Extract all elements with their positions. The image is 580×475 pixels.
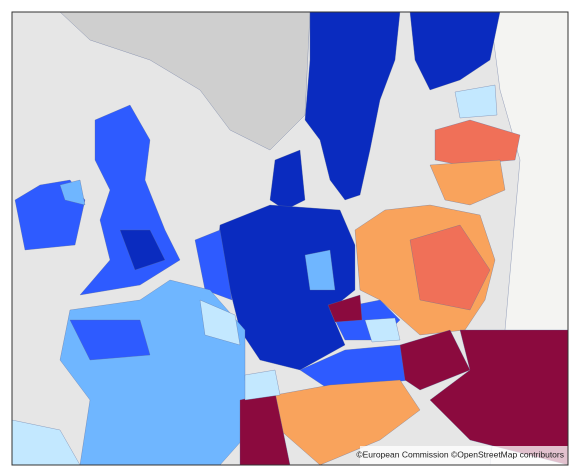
attribution: ©European Commission ©OpenStreetMap cont… <box>356 449 564 459</box>
region <box>327 294 363 323</box>
region-switzerland <box>244 369 281 401</box>
land-norway <box>59 12 311 151</box>
region <box>12 419 81 465</box>
region-hungary <box>399 329 471 391</box>
map-frame <box>11 11 569 466</box>
region-croatia <box>274 379 421 465</box>
region-benelux <box>194 229 233 301</box>
map-layer: ©European Commission ©OpenStreetMap cont… <box>12 12 568 465</box>
region <box>69 319 151 361</box>
region <box>364 317 401 343</box>
region-sweden <box>304 12 401 201</box>
region-romania <box>429 329 568 465</box>
region-estonia <box>454 84 498 119</box>
region-finland <box>409 12 501 91</box>
region-lithuania <box>429 159 506 206</box>
attribution-bg <box>360 446 568 465</box>
region <box>304 249 336 291</box>
region <box>59 179 86 206</box>
region <box>119 229 166 271</box>
region-latvia <box>434 119 521 166</box>
region-denmark <box>269 149 306 211</box>
region <box>199 299 241 346</box>
region <box>409 224 491 311</box>
